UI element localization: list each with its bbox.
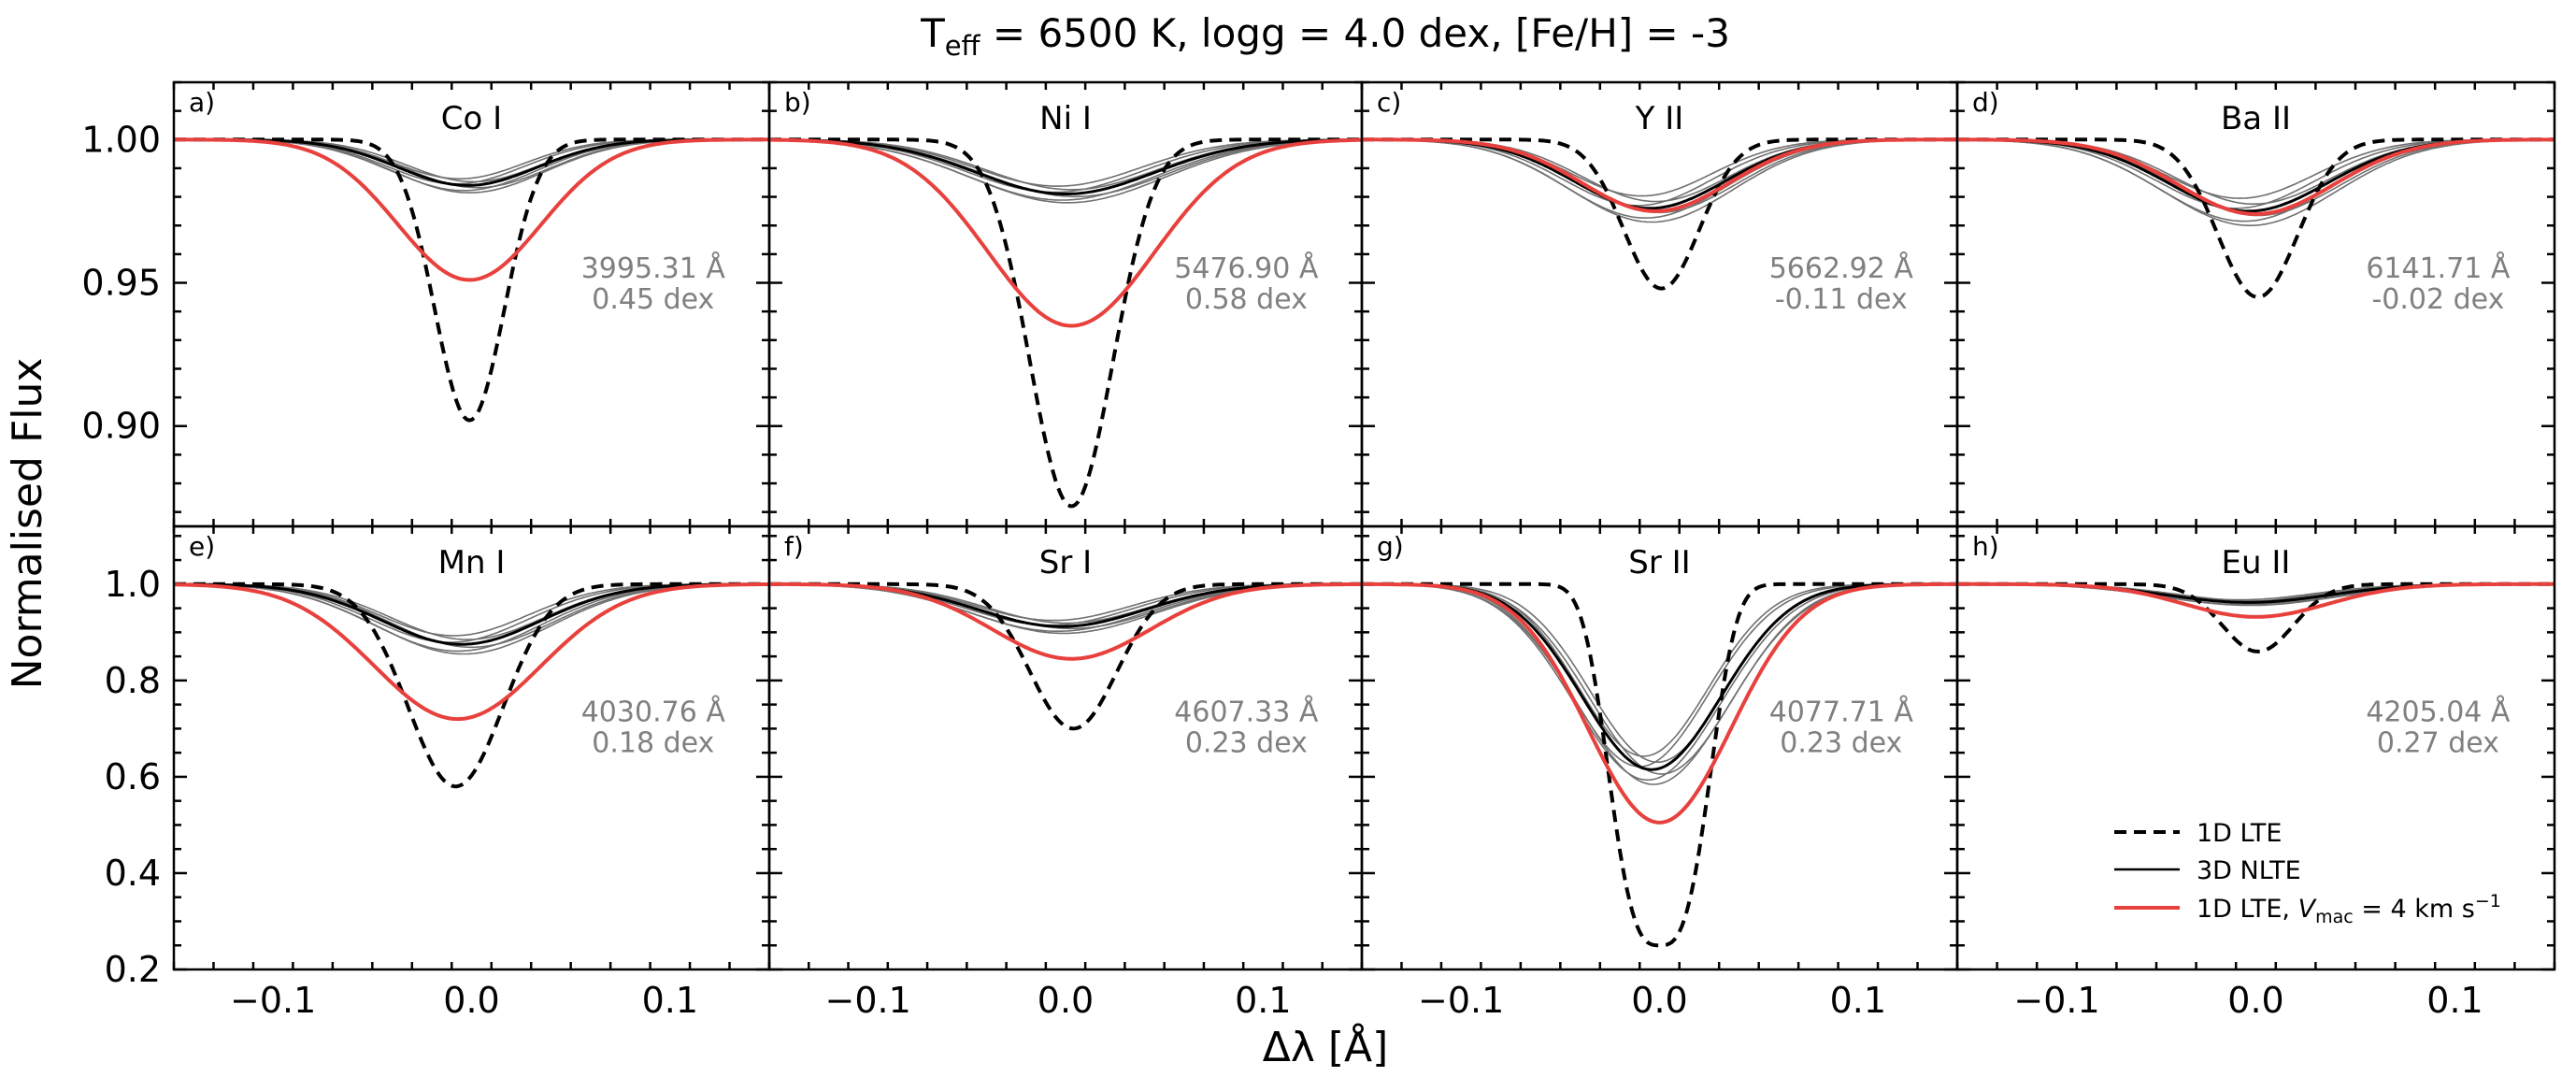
y-tick-label: 0.90 [81, 406, 161, 447]
panel-curves [769, 581, 1362, 731]
line-wavelength: 3995.31 Å [581, 251, 726, 285]
curve-1d-lte-vmac [769, 581, 1362, 661]
panel-curves [1957, 137, 2555, 299]
panel-e: 0.2 0.4 0.6 0.8 1.0 −0.1 0.0 0.1 e) Mn I 4030.76 Å… [105, 524, 771, 1021]
line-wavelength: 4607.33 Å [1174, 696, 1319, 729]
y-tick-label: 0.8 [105, 660, 161, 701]
panel-title: Eu II [2222, 544, 2291, 581]
x-tick-label: 0.0 [2227, 980, 2283, 1021]
panel-letter: f) [784, 531, 804, 562]
x-axis-label: Δλ [Å] [1263, 1022, 1389, 1071]
panel-curves [1362, 581, 1957, 948]
curve-1d-lte [1362, 137, 1957, 291]
abundance-correction: -0.11 dex [1775, 283, 1908, 316]
legend-label-1d-lte: 1D LTE [2197, 819, 2282, 848]
curve-1d-lte [174, 137, 769, 423]
panel-h: −0.1 0.0 0.1 h) Eu II 4205.04 Å0.27 dex [1955, 524, 2556, 1021]
panel-c: c) Y II 5662.92 Å-0.11 dex [1360, 80, 1959, 528]
curve-1d-lte-vmac [174, 137, 769, 282]
panel-curves [1362, 137, 1957, 291]
panel-curves [769, 137, 1362, 509]
y-tick-label: 0.95 [81, 263, 161, 304]
panel-title: Co I [441, 100, 502, 137]
y-tick-label: 0.6 [105, 756, 161, 797]
line-wavelength: 4205.04 Å [2366, 696, 2511, 729]
panels: 0.90 0.95 1.00 a) Co I 3995.31 Å0.45 dex b) Ni … [81, 80, 2556, 1021]
curve-3d-nlte [174, 582, 769, 646]
curve-1d-lte-vmac [1362, 137, 1957, 213]
y-tick-label: 1.0 [105, 564, 161, 605]
curve-1d-lte-vmac [1957, 137, 2555, 217]
legend-label-1d-lte-vmac: 1D LTE, Vmac = 4 km s−1 [2197, 891, 2501, 927]
x-tick-label: 0.0 [1038, 980, 1094, 1021]
x-tick-label: 0.1 [1830, 980, 1886, 1021]
x-tick-label: 0.1 [2426, 980, 2483, 1021]
title-t: T [920, 10, 945, 56]
panel-letter: g) [1377, 531, 1404, 562]
panel-curves [174, 581, 769, 789]
panel-title: Sr II [1628, 544, 1690, 581]
y-axis-label: Normalised Flux [4, 358, 51, 690]
x-tick-label: 0.1 [642, 980, 698, 1021]
x-tick-label: −0.1 [825, 980, 911, 1021]
panel-curves [1957, 581, 2555, 653]
abundance-correction: 0.58 dex [1185, 283, 1308, 316]
x-tick-label: −0.1 [230, 980, 316, 1021]
panel-letter: a) [189, 87, 215, 118]
line-wavelength: 4030.76 Å [581, 696, 726, 729]
abundance-correction: 0.18 dex [592, 727, 714, 760]
curve-1d-lte-vmac [1362, 581, 1957, 825]
line-wavelength: 4077.71 Å [1769, 696, 1914, 729]
title-eff: eff [945, 30, 981, 62]
legend: 1D LTE 3D NLTE 1D LTE, Vmac = 4 km s−1 [2114, 819, 2501, 927]
x-tick-label: 0.1 [1235, 980, 1291, 1021]
x-tick-label: 0.0 [1631, 980, 1687, 1021]
x-tick-label: −0.1 [1418, 980, 1504, 1021]
y-tick-label: 0.4 [105, 853, 161, 894]
panel-letter: b) [784, 87, 811, 118]
curve-1d-lte [1362, 581, 1957, 948]
curve-3d-nlte [769, 138, 1362, 195]
panel-letter: h) [1972, 531, 1999, 562]
panel-title: Y II [1635, 100, 1684, 137]
y-tick-label: 1.00 [81, 119, 161, 160]
x-tick-label: 0.0 [443, 980, 499, 1021]
curve-1d-lte [174, 581, 769, 789]
curve-1d-lte-vmac [769, 137, 1362, 328]
y-tick-label: 0.2 [105, 949, 161, 990]
curve-1d-lte-vmac [174, 582, 769, 722]
panel-title: Sr I [1039, 544, 1092, 581]
figure-title: Teff = 6500 K, logg = 4.0 dex, [Fe/H] = … [920, 10, 1730, 62]
abundance-correction: 0.45 dex [592, 283, 714, 316]
curve-1d-lte [769, 137, 1362, 509]
abundance-correction: 0.23 dex [1780, 727, 1902, 760]
line-wavelength: 5476.90 Å [1174, 251, 1319, 285]
panel-letter: d) [1972, 87, 1999, 118]
curve-1d-lte [769, 581, 1362, 731]
x-tick-label: −0.1 [2013, 980, 2099, 1021]
abundance-correction: 0.23 dex [1185, 727, 1308, 760]
panel-letter: e) [189, 531, 215, 562]
curve-1d-lte [1957, 137, 2555, 299]
legend-label-3d-nlte: 3D NLTE [2197, 856, 2301, 885]
panel-curves [174, 137, 769, 423]
abundance-correction: 0.27 dex [2377, 727, 2499, 760]
panel-title: Ni I [1039, 100, 1092, 137]
line-wavelength: 6141.71 Å [2366, 251, 2511, 285]
panel-title: Ba II [2221, 100, 2291, 137]
panel-letter: c) [1377, 87, 1401, 118]
panel-f: −0.1 0.0 0.1 f) Sr I 4607.33 Å0.23 dex [767, 524, 1364, 1021]
curve-1d-lte-vmac [1957, 581, 2555, 619]
panel-a: 0.90 0.95 1.00 a) Co I 3995.31 Å0.45 dex [81, 80, 771, 528]
title-rest: = 6500 K, logg = 4.0 dex, [Fe/H] = -3 [980, 10, 1730, 56]
line-wavelength: 5662.92 Å [1769, 251, 1914, 285]
abundance-correction: -0.02 dex [2371, 283, 2504, 316]
curve-3d-nlte-thin [1957, 138, 2555, 226]
panel-title: Mn I [438, 544, 506, 581]
panel-frame [1955, 524, 2556, 971]
panel-d: d) Ba II 6141.71 Å-0.02 dex [1955, 80, 2556, 528]
